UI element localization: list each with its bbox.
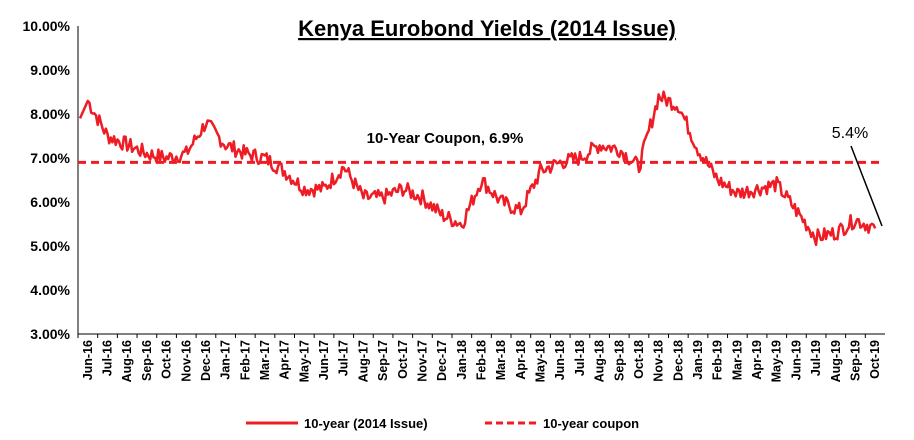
x-tick-label: Jul-18 [573,340,587,376]
chart-title: Kenya Eurobond Yields (2014 Issue) [298,16,676,41]
x-tick-label: Apr-19 [750,340,764,380]
x-tick-label: Jan-17 [219,340,233,380]
x-tick-label: Feb-17 [238,340,252,380]
x-tick-label: Jan-18 [455,340,469,380]
y-tick-label: 7.00% [30,150,70,166]
x-tick-label: Nov-18 [652,340,666,382]
y-tick-label: 10.00% [23,18,71,34]
x-tick-label: May-17 [297,340,311,382]
x-tick-label: Sep-16 [140,340,154,381]
x-tick-label: Jan-19 [691,340,705,380]
x-tick-label: Apr-17 [278,340,292,380]
x-tick-label: May-19 [770,340,784,382]
y-tick-label: 4.00% [30,282,70,298]
x-tick-label: Oct-16 [160,340,174,379]
x-tick-label: Oct-18 [632,340,646,379]
legend-label-yield: 10-year (2014 Issue) [304,416,428,431]
x-tick-labels: Jun-16 Jul-16 Aug-16 Sep-16 Oct-16 Nov-16 Dec-… [77,334,882,382]
x-tick-label: Sep-19 [848,340,862,381]
x-tick-label: Jun-18 [553,340,567,380]
series-10-year-yield-line [78,90,877,247]
x-tick-label: May-18 [534,340,548,382]
x-tick-label: Oct-19 [868,340,882,379]
y-tick-label: 8.00% [30,106,70,122]
x-tick-label: Feb-18 [475,340,489,380]
x-tick-label: Sep-17 [376,340,390,381]
x-tick-label: Feb-19 [711,340,725,380]
annotation-last-value-label: 5.4% [832,125,868,142]
legend-label-coupon: 10-year coupon [543,416,639,431]
x-tick-label: Apr-18 [514,340,528,380]
x-tick-label: Aug-17 [356,340,370,382]
x-tick-label: Dec-18 [671,340,685,381]
x-tick-label: Jun-16 [81,340,95,380]
annotation-coupon-label: 10-Year Coupon, 6.9% [367,130,524,147]
y-tick-label: 6.00% [30,194,70,210]
y-tick-label: 3.00% [30,326,70,342]
x-tick-label: Dec-16 [199,340,213,381]
x-tick-label: Mar-17 [258,340,272,380]
x-tick-label: Nov-17 [415,340,429,382]
x-tick-label: Dec-17 [435,340,449,381]
y-tick-labels: 3.00% 4.00% 5.00% 6.00% 7.00% 8.00% 9.00% 10.00… [23,18,71,342]
x-tick-label: Jun-17 [317,340,331,380]
x-tick-label: Aug-18 [593,340,607,382]
x-tick-label: Aug-19 [829,340,843,382]
legend: 10-year (2014 Issue) 10-year coupon [246,416,639,431]
y-tick-label: 9.00% [30,62,70,78]
x-tick-label: Nov-16 [179,340,193,382]
annotation-arrow [850,145,883,227]
x-tick-label: Jul-19 [809,340,823,376]
x-tick-label: Jul-17 [337,340,351,376]
x-tick-label: Jun-19 [789,340,803,380]
x-tick-label: Mar-18 [494,340,508,380]
y-tick-label: 5.00% [30,238,70,254]
x-tick-label: Mar-19 [730,340,744,380]
x-tick-label: Jul-16 [101,340,115,376]
x-tick-label: Sep-18 [612,340,626,381]
x-tick-label: Oct-17 [396,340,410,379]
x-tick-label: Aug-16 [120,340,134,382]
